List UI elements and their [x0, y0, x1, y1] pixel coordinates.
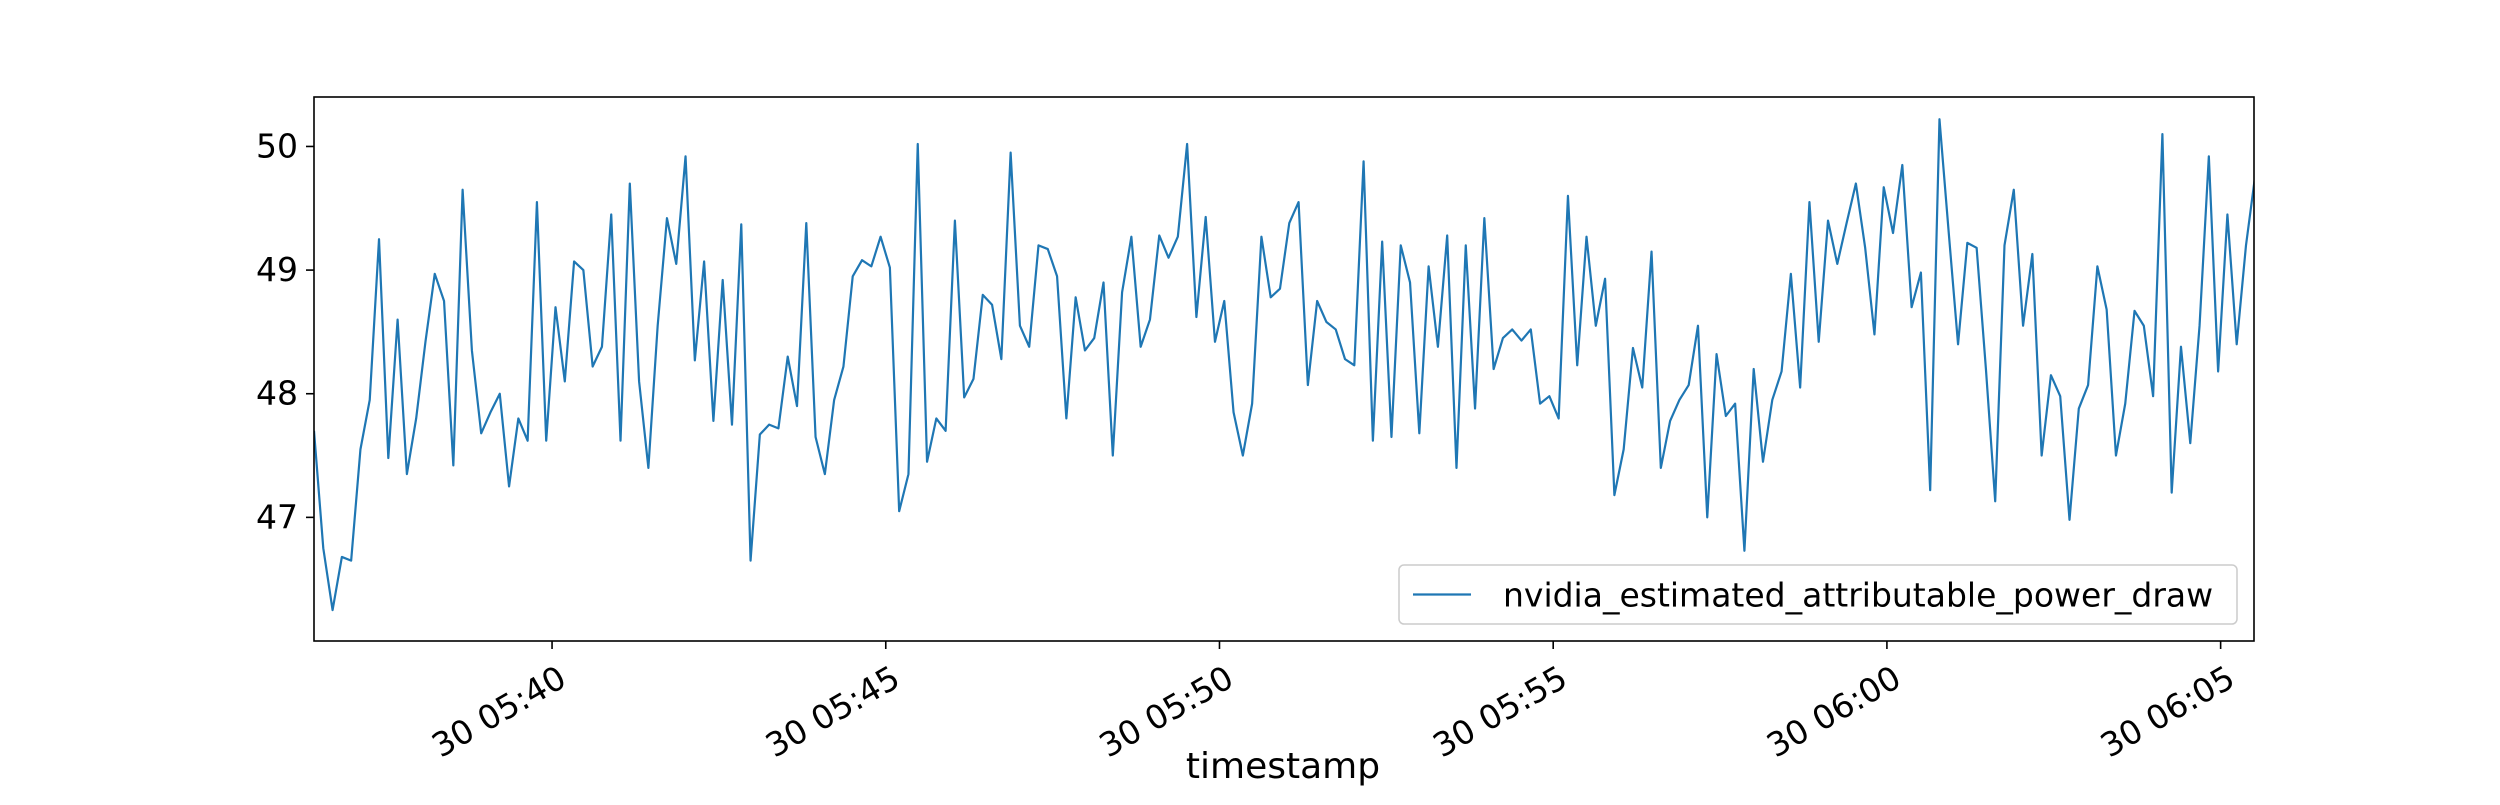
x-axis-title: timestamp: [1186, 746, 1380, 787]
legend-label: nvidia_estimated_attributable_power_draw: [1503, 576, 2213, 615]
series-line-0: [314, 118, 2254, 612]
axes-frame: [313, 96, 2255, 642]
y-tick-label: 50: [256, 126, 298, 165]
axes: [313, 96, 2255, 642]
legend: nvidia_estimated_attributable_power_draw: [1398, 564, 2238, 625]
y-tick-label: 49: [256, 250, 298, 289]
legend-box: [1398, 564, 2238, 625]
series-layer: [314, 118, 2254, 612]
y-tick-label: 47: [256, 497, 298, 536]
y-tick-label: 48: [256, 374, 298, 413]
